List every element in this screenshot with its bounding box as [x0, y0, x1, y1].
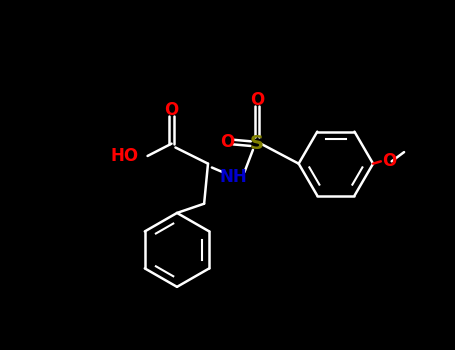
Text: O: O — [220, 133, 234, 151]
Text: O: O — [164, 101, 179, 119]
Text: NH: NH — [220, 168, 248, 186]
Text: O: O — [250, 91, 264, 109]
Text: HO: HO — [110, 147, 138, 165]
Text: O: O — [382, 152, 397, 170]
Text: S: S — [250, 134, 264, 153]
